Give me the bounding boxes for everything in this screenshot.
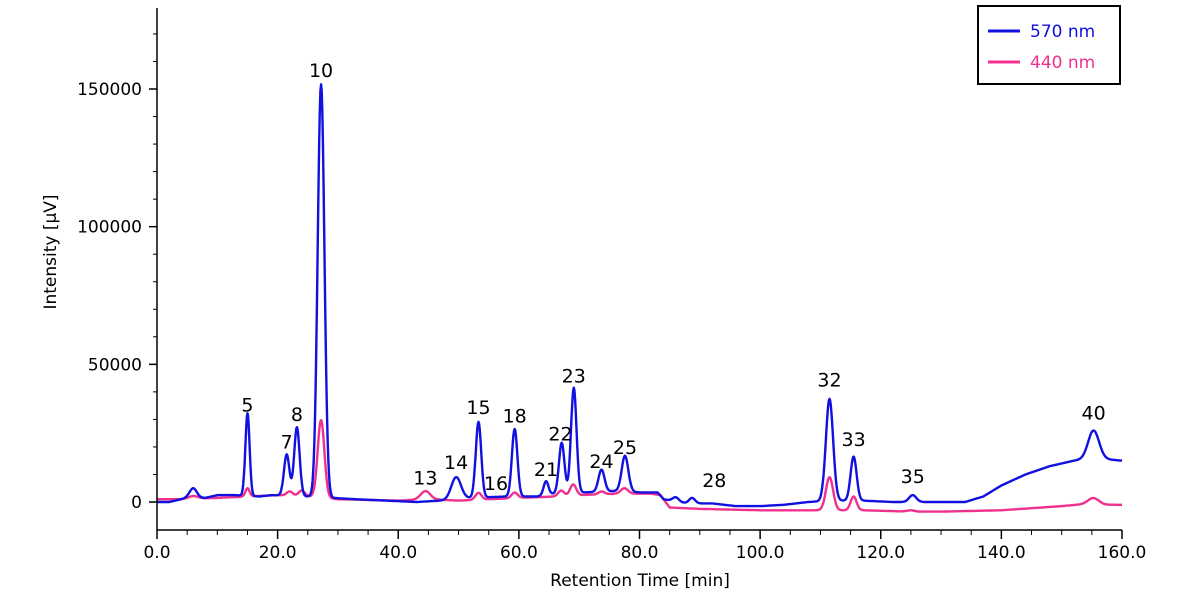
legend-label-570nm: 570 nm [1030,22,1095,42]
peak-label: 24 [589,451,613,473]
peak-label: 16 [484,473,508,495]
peak-label: 15 [466,397,490,419]
legend-label-440nm: 440 nm [1030,53,1095,73]
x-tick-label: 40.0 [379,543,417,563]
y-tick-label: 150000 [77,80,142,100]
peak-label: 8 [291,404,303,426]
series-layer [156,83,1123,513]
series-line-570nm [156,83,1123,508]
peak-label: 21 [534,459,558,481]
peak-label: 7 [281,432,293,454]
peak-label: 32 [817,370,841,392]
x-tick-label: 100.0 [736,543,785,563]
x-tick-label: 80.0 [621,543,659,563]
x-tick-label: 60.0 [500,543,538,563]
x-tick-label: 20.0 [259,543,297,563]
x-tick-label: 0.0 [143,543,170,563]
peak-label: 13 [413,467,437,489]
series-line-440nm [156,419,1123,513]
x-tick-label: 160.0 [1098,543,1147,563]
y-axis: 0 50000 100000 150000 Intensity [µV] [41,8,158,530]
y-ticks: 0 50000 100000 150000 [77,33,157,513]
peak-label: 23 [562,365,586,387]
peak-label: 40 [1082,403,1106,425]
legend: 570 nm 440 nm [977,5,1121,85]
peak-label: 22 [548,423,572,445]
peak-label: 10 [309,60,333,82]
legend-box [977,5,1121,85]
x-tick-label: 140.0 [977,543,1026,563]
x-ticks: 0.0 20.0 40.0 60.0 80.0 100.0 120.0 140.0 160.0 [143,530,1146,563]
x-axis: 0.0 20.0 40.0 60.0 80.0 100.0 120.0 140.0 160.0 … [143,529,1146,591]
peak-label: 5 [241,394,253,416]
y-tick-label: 0 [131,493,142,513]
peak-label: 18 [503,405,527,427]
x-tick-label: 120.0 [856,543,905,563]
y-axis-title: Intensity [µV] [41,194,61,309]
x-axis-title: Retention Time [min] [550,571,730,591]
y-tick-label: 50000 [88,355,142,375]
peak-label: 35 [901,466,925,488]
peak-label: 25 [613,437,637,459]
peak-label: 28 [702,470,726,492]
y-tick-label: 100000 [77,218,142,238]
peak-label: 14 [444,452,468,474]
peak-label: 33 [842,429,866,451]
